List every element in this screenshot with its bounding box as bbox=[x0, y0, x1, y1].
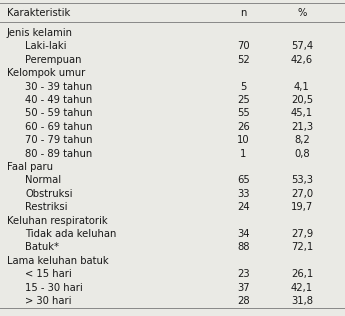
Text: 4,1: 4,1 bbox=[294, 82, 310, 92]
Text: 53,3: 53,3 bbox=[291, 175, 313, 185]
Text: 42,6: 42,6 bbox=[291, 55, 313, 65]
Text: Keluhan respiratorik: Keluhan respiratorik bbox=[7, 216, 108, 226]
Text: 72,1: 72,1 bbox=[291, 242, 313, 252]
Text: 52: 52 bbox=[237, 55, 249, 65]
Text: Karakteristik: Karakteristik bbox=[7, 8, 70, 18]
Text: 80 - 89 tahun: 80 - 89 tahun bbox=[25, 149, 92, 159]
Text: 1: 1 bbox=[240, 149, 246, 159]
Text: 37: 37 bbox=[237, 283, 249, 293]
Text: 55: 55 bbox=[237, 108, 249, 118]
Text: Jenis kelamin: Jenis kelamin bbox=[7, 28, 73, 38]
Text: 21,3: 21,3 bbox=[291, 122, 313, 132]
Text: Restriksi: Restriksi bbox=[25, 202, 68, 212]
Text: > 30 hari: > 30 hari bbox=[25, 296, 71, 306]
Text: 31,8: 31,8 bbox=[291, 296, 313, 306]
Text: Kelompok umur: Kelompok umur bbox=[7, 68, 85, 78]
Text: 50 - 59 tahun: 50 - 59 tahun bbox=[25, 108, 92, 118]
Text: 70: 70 bbox=[237, 41, 249, 52]
Text: < 15 hari: < 15 hari bbox=[25, 269, 72, 279]
Text: 34: 34 bbox=[237, 229, 249, 239]
Text: 88: 88 bbox=[237, 242, 249, 252]
Text: 60 - 69 tahun: 60 - 69 tahun bbox=[25, 122, 92, 132]
Text: 0,8: 0,8 bbox=[294, 149, 310, 159]
Text: 26: 26 bbox=[237, 122, 249, 132]
Text: 57,4: 57,4 bbox=[291, 41, 313, 52]
Text: n: n bbox=[240, 8, 246, 18]
Text: 45,1: 45,1 bbox=[291, 108, 313, 118]
Text: 26,1: 26,1 bbox=[291, 269, 313, 279]
Text: 20,5: 20,5 bbox=[291, 95, 313, 105]
Text: 15 - 30 hari: 15 - 30 hari bbox=[25, 283, 83, 293]
Text: 42,1: 42,1 bbox=[291, 283, 313, 293]
Text: 19,7: 19,7 bbox=[291, 202, 313, 212]
Text: 25: 25 bbox=[237, 95, 249, 105]
Text: Faal paru: Faal paru bbox=[7, 162, 53, 172]
Text: %: % bbox=[297, 8, 307, 18]
Text: Normal: Normal bbox=[25, 175, 61, 185]
Text: 30 - 39 tahun: 30 - 39 tahun bbox=[25, 82, 92, 92]
Text: 23: 23 bbox=[237, 269, 249, 279]
Text: Batuk*: Batuk* bbox=[25, 242, 59, 252]
Text: 24: 24 bbox=[237, 202, 249, 212]
Text: 70 - 79 tahun: 70 - 79 tahun bbox=[25, 135, 92, 145]
Text: 8,2: 8,2 bbox=[294, 135, 310, 145]
Text: Laki-laki: Laki-laki bbox=[25, 41, 67, 52]
Text: 27,0: 27,0 bbox=[291, 189, 313, 199]
Text: 65: 65 bbox=[237, 175, 249, 185]
Text: Obstruksi: Obstruksi bbox=[25, 189, 72, 199]
Text: 28: 28 bbox=[237, 296, 249, 306]
Text: Tidak ada keluhan: Tidak ada keluhan bbox=[25, 229, 116, 239]
Text: 5: 5 bbox=[240, 82, 246, 92]
Text: Perempuan: Perempuan bbox=[25, 55, 81, 65]
Text: 33: 33 bbox=[237, 189, 249, 199]
Text: 40 - 49 tahun: 40 - 49 tahun bbox=[25, 95, 92, 105]
Text: 10: 10 bbox=[237, 135, 249, 145]
Text: Lama keluhan batuk: Lama keluhan batuk bbox=[7, 256, 109, 266]
Text: 27,9: 27,9 bbox=[291, 229, 313, 239]
